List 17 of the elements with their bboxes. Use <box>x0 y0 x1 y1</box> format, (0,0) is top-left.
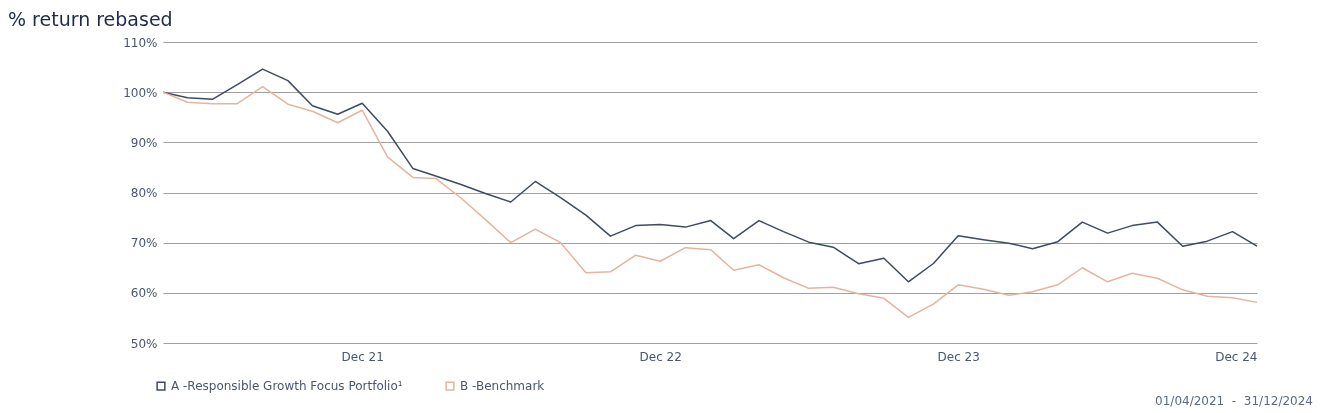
x-tick-label: Dec 22 <box>639 349 682 364</box>
x-tick-label: Dec 23 <box>937 349 980 364</box>
chart-title: % return rebased <box>8 8 173 30</box>
y-tick-label: 110% <box>123 35 158 50</box>
line-series <box>162 85 1258 319</box>
legend-label: B -Benchmark <box>460 379 545 394</box>
y-tick-label: 90% <box>130 135 158 150</box>
y-tick-label: 50% <box>130 336 158 351</box>
y-tick-label: 70% <box>130 236 158 251</box>
y-tick-label: 100% <box>123 85 158 100</box>
x-tick-label: Dec 24 <box>1215 349 1258 364</box>
y-tick-label: 80% <box>130 186 158 200</box>
line-series <box>162 68 1258 283</box>
legend-label: A -Responsible Growth Focus Portfolio¹ <box>171 379 403 394</box>
x-tick-label: Dec 21 <box>341 349 384 364</box>
text: 01/04/2021 - 31/12/2024 <box>1155 394 1313 408</box>
y-tick-label: 60% <box>130 286 158 301</box>
